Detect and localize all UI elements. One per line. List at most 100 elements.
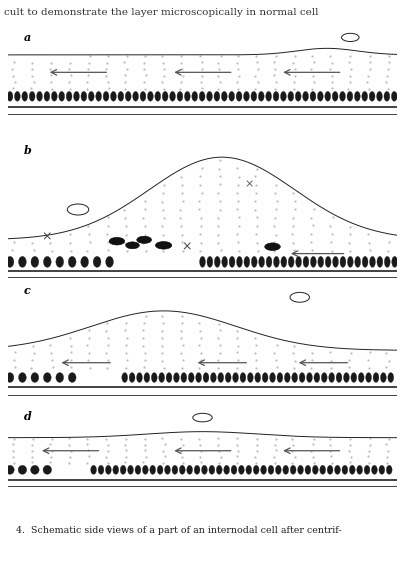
Ellipse shape <box>98 466 104 474</box>
Ellipse shape <box>273 257 279 267</box>
Ellipse shape <box>384 91 390 101</box>
Text: ×: × <box>245 180 254 190</box>
Ellipse shape <box>357 466 363 474</box>
Ellipse shape <box>118 91 124 101</box>
Ellipse shape <box>384 257 390 267</box>
Ellipse shape <box>351 373 357 382</box>
Ellipse shape <box>269 373 275 382</box>
Ellipse shape <box>362 257 368 267</box>
Ellipse shape <box>298 466 304 474</box>
Ellipse shape <box>81 91 87 101</box>
Ellipse shape <box>148 91 153 101</box>
Text: d: d <box>24 410 31 421</box>
Ellipse shape <box>36 91 43 101</box>
Ellipse shape <box>18 257 26 267</box>
Ellipse shape <box>255 373 261 382</box>
Ellipse shape <box>155 91 161 101</box>
Ellipse shape <box>306 373 312 382</box>
Ellipse shape <box>88 91 94 101</box>
Ellipse shape <box>283 466 289 474</box>
Ellipse shape <box>144 373 150 382</box>
Ellipse shape <box>236 91 242 101</box>
Ellipse shape <box>299 373 305 382</box>
Ellipse shape <box>266 257 272 267</box>
Ellipse shape <box>142 466 148 474</box>
Ellipse shape <box>215 257 220 267</box>
Ellipse shape <box>332 91 338 101</box>
Ellipse shape <box>31 373 39 382</box>
Ellipse shape <box>247 373 253 382</box>
Ellipse shape <box>347 91 353 101</box>
Ellipse shape <box>109 238 125 245</box>
Ellipse shape <box>105 257 113 267</box>
Ellipse shape <box>181 373 187 382</box>
Ellipse shape <box>7 91 13 101</box>
Ellipse shape <box>105 466 111 474</box>
Ellipse shape <box>244 257 250 267</box>
Ellipse shape <box>229 257 235 267</box>
Ellipse shape <box>216 466 222 474</box>
Ellipse shape <box>18 373 26 382</box>
Text: ×: × <box>182 240 192 253</box>
Ellipse shape <box>273 91 279 101</box>
Ellipse shape <box>68 257 76 267</box>
Ellipse shape <box>237 257 242 267</box>
Ellipse shape <box>6 373 14 382</box>
Ellipse shape <box>261 466 267 474</box>
Ellipse shape <box>290 466 296 474</box>
Ellipse shape <box>258 91 264 101</box>
Ellipse shape <box>370 257 375 267</box>
Ellipse shape <box>310 91 316 101</box>
Ellipse shape <box>222 257 228 267</box>
Text: a: a <box>24 32 31 43</box>
Ellipse shape <box>253 466 259 474</box>
Ellipse shape <box>113 466 119 474</box>
Ellipse shape <box>369 91 375 101</box>
Ellipse shape <box>150 466 156 474</box>
Ellipse shape <box>381 373 386 382</box>
Ellipse shape <box>243 91 249 101</box>
Ellipse shape <box>137 373 142 382</box>
Ellipse shape <box>177 91 183 101</box>
Ellipse shape <box>349 466 355 474</box>
Ellipse shape <box>320 466 326 474</box>
Ellipse shape <box>388 373 394 382</box>
Ellipse shape <box>44 91 50 101</box>
Ellipse shape <box>151 373 157 382</box>
Ellipse shape <box>318 91 323 101</box>
Ellipse shape <box>391 91 397 101</box>
Ellipse shape <box>344 373 349 382</box>
Ellipse shape <box>93 257 101 267</box>
Text: cult to demonstrate the layer microscopically in normal cell: cult to demonstrate the layer microscopi… <box>4 9 318 17</box>
Ellipse shape <box>265 243 280 250</box>
Ellipse shape <box>128 466 134 474</box>
Ellipse shape <box>111 91 116 101</box>
Ellipse shape <box>174 373 179 382</box>
Ellipse shape <box>129 373 135 382</box>
Ellipse shape <box>336 373 342 382</box>
Ellipse shape <box>166 373 172 382</box>
Ellipse shape <box>325 257 331 267</box>
Ellipse shape <box>327 466 333 474</box>
Ellipse shape <box>379 466 385 474</box>
Ellipse shape <box>362 91 368 101</box>
Ellipse shape <box>295 91 301 101</box>
Ellipse shape <box>224 466 229 474</box>
Ellipse shape <box>43 466 52 474</box>
Ellipse shape <box>133 91 138 101</box>
Ellipse shape <box>207 257 213 267</box>
Ellipse shape <box>31 257 39 267</box>
Ellipse shape <box>56 373 64 382</box>
Ellipse shape <box>303 257 309 267</box>
Ellipse shape <box>202 466 207 474</box>
Ellipse shape <box>340 91 345 101</box>
Ellipse shape <box>199 91 205 101</box>
Text: 4.  Schematic side views of a part of an internodal cell after centrif-: 4. Schematic side views of a part of an … <box>16 526 342 536</box>
Ellipse shape <box>140 91 146 101</box>
Ellipse shape <box>329 373 334 382</box>
Ellipse shape <box>51 91 57 101</box>
Ellipse shape <box>305 466 311 474</box>
Ellipse shape <box>233 373 239 382</box>
Ellipse shape <box>188 373 194 382</box>
Ellipse shape <box>137 236 152 243</box>
